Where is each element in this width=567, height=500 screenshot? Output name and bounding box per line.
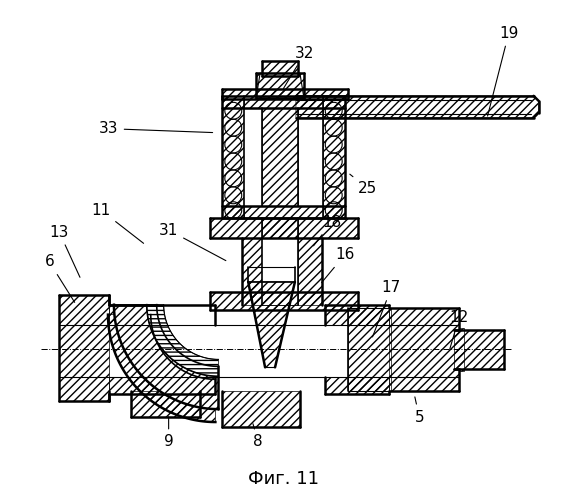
Text: 32: 32	[284, 46, 315, 88]
Text: 5: 5	[414, 397, 424, 424]
Text: 16: 16	[321, 248, 354, 282]
Text: 18: 18	[314, 214, 341, 246]
Text: 13: 13	[49, 224, 80, 278]
Text: 11: 11	[91, 202, 143, 243]
Text: 19: 19	[488, 26, 518, 116]
Polygon shape	[147, 304, 218, 376]
Polygon shape	[156, 304, 218, 366]
Text: 12: 12	[450, 310, 469, 349]
Polygon shape	[114, 304, 218, 409]
Text: 17: 17	[373, 280, 401, 337]
Text: 31: 31	[159, 222, 226, 260]
Text: 6: 6	[44, 254, 75, 302]
Text: 33: 33	[99, 121, 213, 136]
Text: Фиг. 11: Фиг. 11	[248, 470, 319, 488]
Bar	[244, 108, 323, 206]
Text: 25: 25	[350, 174, 377, 196]
Bar	[262, 238, 298, 304]
Text: 8: 8	[253, 424, 263, 450]
Text: 9: 9	[164, 417, 174, 450]
